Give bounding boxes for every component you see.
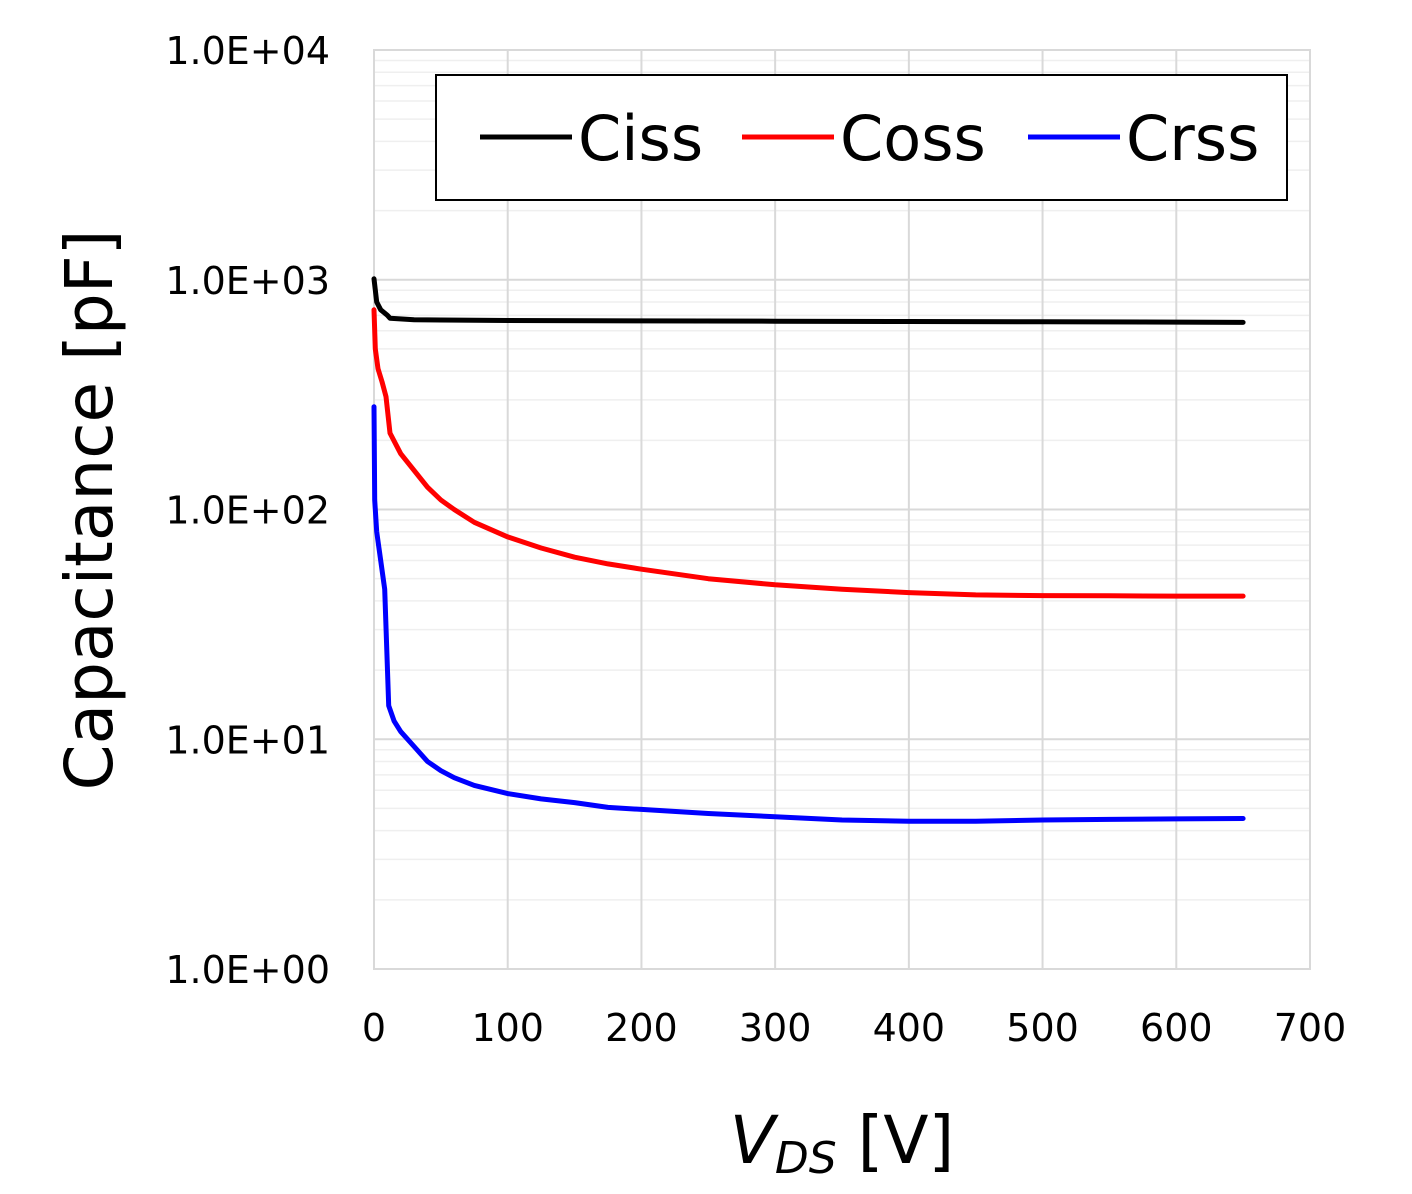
x-axis-label-sub: DS <box>775 1133 837 1184</box>
legend-label-ciss: Ciss <box>578 102 703 175</box>
x-tick-label: 0 <box>362 1006 386 1050</box>
x-axis-label-var: V <box>730 1102 779 1179</box>
y-axis-label: Capacitance [pF] <box>51 230 128 791</box>
x-axis-label-unit: [V] <box>837 1102 955 1179</box>
legend-label-crss: Crss <box>1126 102 1259 175</box>
y-tick-label: 1.0E+04 <box>165 29 330 73</box>
x-axis: 0 100 200 300 400 500 600 700 <box>362 1006 1346 1050</box>
x-tick-label: 200 <box>605 1006 678 1050</box>
x-tick-label: 100 <box>471 1006 544 1050</box>
series-line-crss <box>371 404 1246 824</box>
y-axis: 1.0E+00 1.0E+01 1.0E+02 1.0E+03 1.0E+04 <box>165 29 330 992</box>
x-tick-label: 600 <box>1140 1006 1213 1050</box>
y-tick-label: 1.0E+03 <box>165 259 330 303</box>
x-tick-label: 400 <box>873 1006 946 1050</box>
y-tick-label: 1.0E+00 <box>165 948 330 992</box>
series-layer <box>371 276 1246 824</box>
legend: Ciss Coss Crss <box>435 74 1288 201</box>
x-axis-label: VDS [V] <box>730 1102 955 1184</box>
series-line-ciss <box>371 276 1246 325</box>
x-tick-label: 500 <box>1006 1006 1079 1050</box>
x-tick-label: 300 <box>739 1006 812 1050</box>
legend-box <box>435 74 1288 201</box>
y-tick-label: 1.0E+01 <box>165 718 330 762</box>
legend-label-coss: Coss <box>840 102 986 175</box>
y-tick-label: 1.0E+02 <box>165 489 330 533</box>
x-tick-label: 700 <box>1274 1006 1347 1050</box>
series-line-coss <box>371 307 1246 599</box>
